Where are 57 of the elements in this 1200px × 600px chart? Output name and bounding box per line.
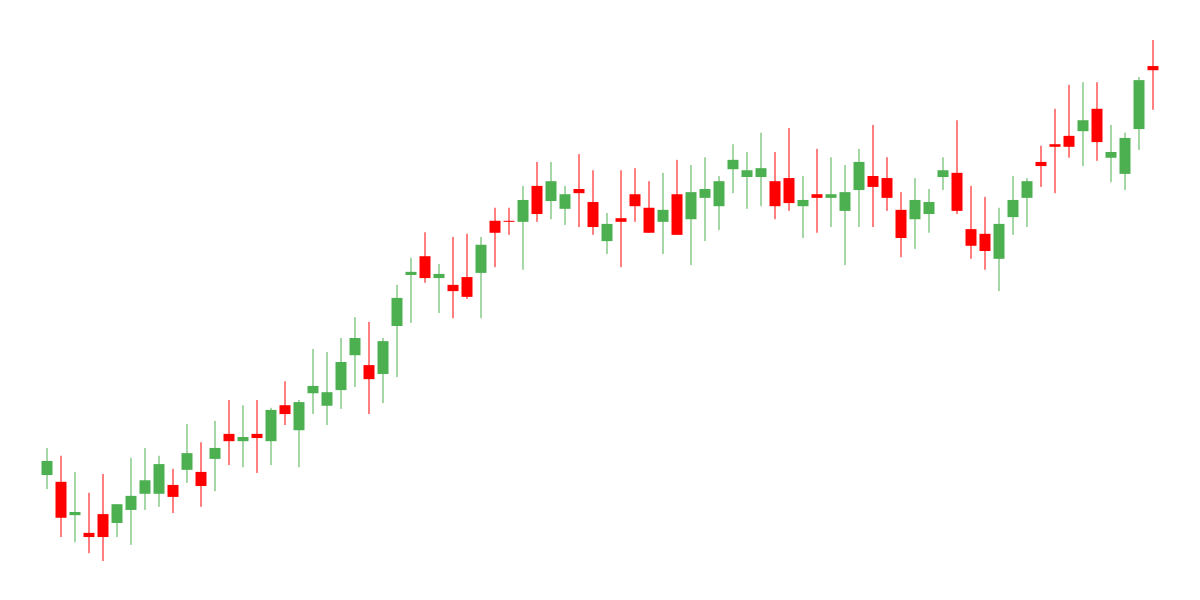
candlestick bbox=[433, 263, 445, 314]
candlestick bbox=[1147, 39, 1159, 111]
candlestick bbox=[699, 156, 711, 242]
candlestick bbox=[881, 156, 893, 212]
candlestick bbox=[629, 167, 641, 223]
candlestick bbox=[125, 457, 137, 546]
candlestick bbox=[839, 164, 851, 266]
candlestick bbox=[195, 441, 207, 508]
candlestick bbox=[825, 156, 837, 228]
candlestick bbox=[797, 175, 809, 239]
candlestick bbox=[601, 212, 613, 255]
candlestick bbox=[1007, 175, 1019, 236]
candlestick bbox=[349, 316, 361, 388]
candlestick bbox=[657, 172, 669, 255]
candlestick bbox=[111, 503, 123, 538]
candlestick bbox=[181, 423, 193, 484]
candlestick bbox=[727, 143, 739, 194]
candlestick bbox=[1049, 108, 1061, 194]
candlestick bbox=[755, 132, 767, 207]
candlestick bbox=[405, 257, 417, 324]
candlestick bbox=[1077, 81, 1089, 167]
candlestick bbox=[1063, 84, 1075, 159]
candlestick bbox=[1035, 145, 1047, 188]
candlestick bbox=[741, 151, 753, 210]
candlestick bbox=[909, 177, 921, 250]
candlestick bbox=[307, 348, 319, 415]
candlestick bbox=[223, 399, 235, 466]
candlestick bbox=[209, 420, 221, 492]
candlestick bbox=[321, 351, 333, 426]
candlestick bbox=[1021, 177, 1033, 228]
candlestick bbox=[545, 161, 557, 220]
candlestick bbox=[237, 404, 249, 468]
candlestick bbox=[447, 236, 459, 319]
candlestick bbox=[97, 473, 109, 562]
candlestick bbox=[965, 185, 977, 260]
candlestick bbox=[517, 185, 529, 271]
candlestick bbox=[937, 156, 949, 191]
candlestick bbox=[615, 169, 627, 268]
candlestick bbox=[279, 380, 291, 426]
candlestick bbox=[1105, 124, 1117, 183]
candlestick bbox=[811, 148, 823, 234]
candlestick bbox=[69, 471, 81, 543]
candlestick bbox=[559, 185, 571, 226]
candlestick bbox=[83, 492, 95, 554]
candlestick bbox=[167, 468, 179, 514]
candlestick bbox=[139, 447, 151, 511]
candlestick bbox=[923, 188, 935, 234]
candlestick bbox=[489, 207, 501, 268]
candlestick bbox=[41, 447, 53, 490]
candlestick bbox=[251, 399, 263, 474]
candlestick bbox=[573, 153, 585, 228]
candlestick bbox=[979, 196, 991, 271]
candlestick bbox=[503, 207, 515, 236]
candlestick bbox=[363, 321, 375, 415]
candlestick bbox=[461, 233, 473, 300]
candlestick bbox=[419, 231, 431, 284]
candlestick bbox=[867, 124, 879, 228]
